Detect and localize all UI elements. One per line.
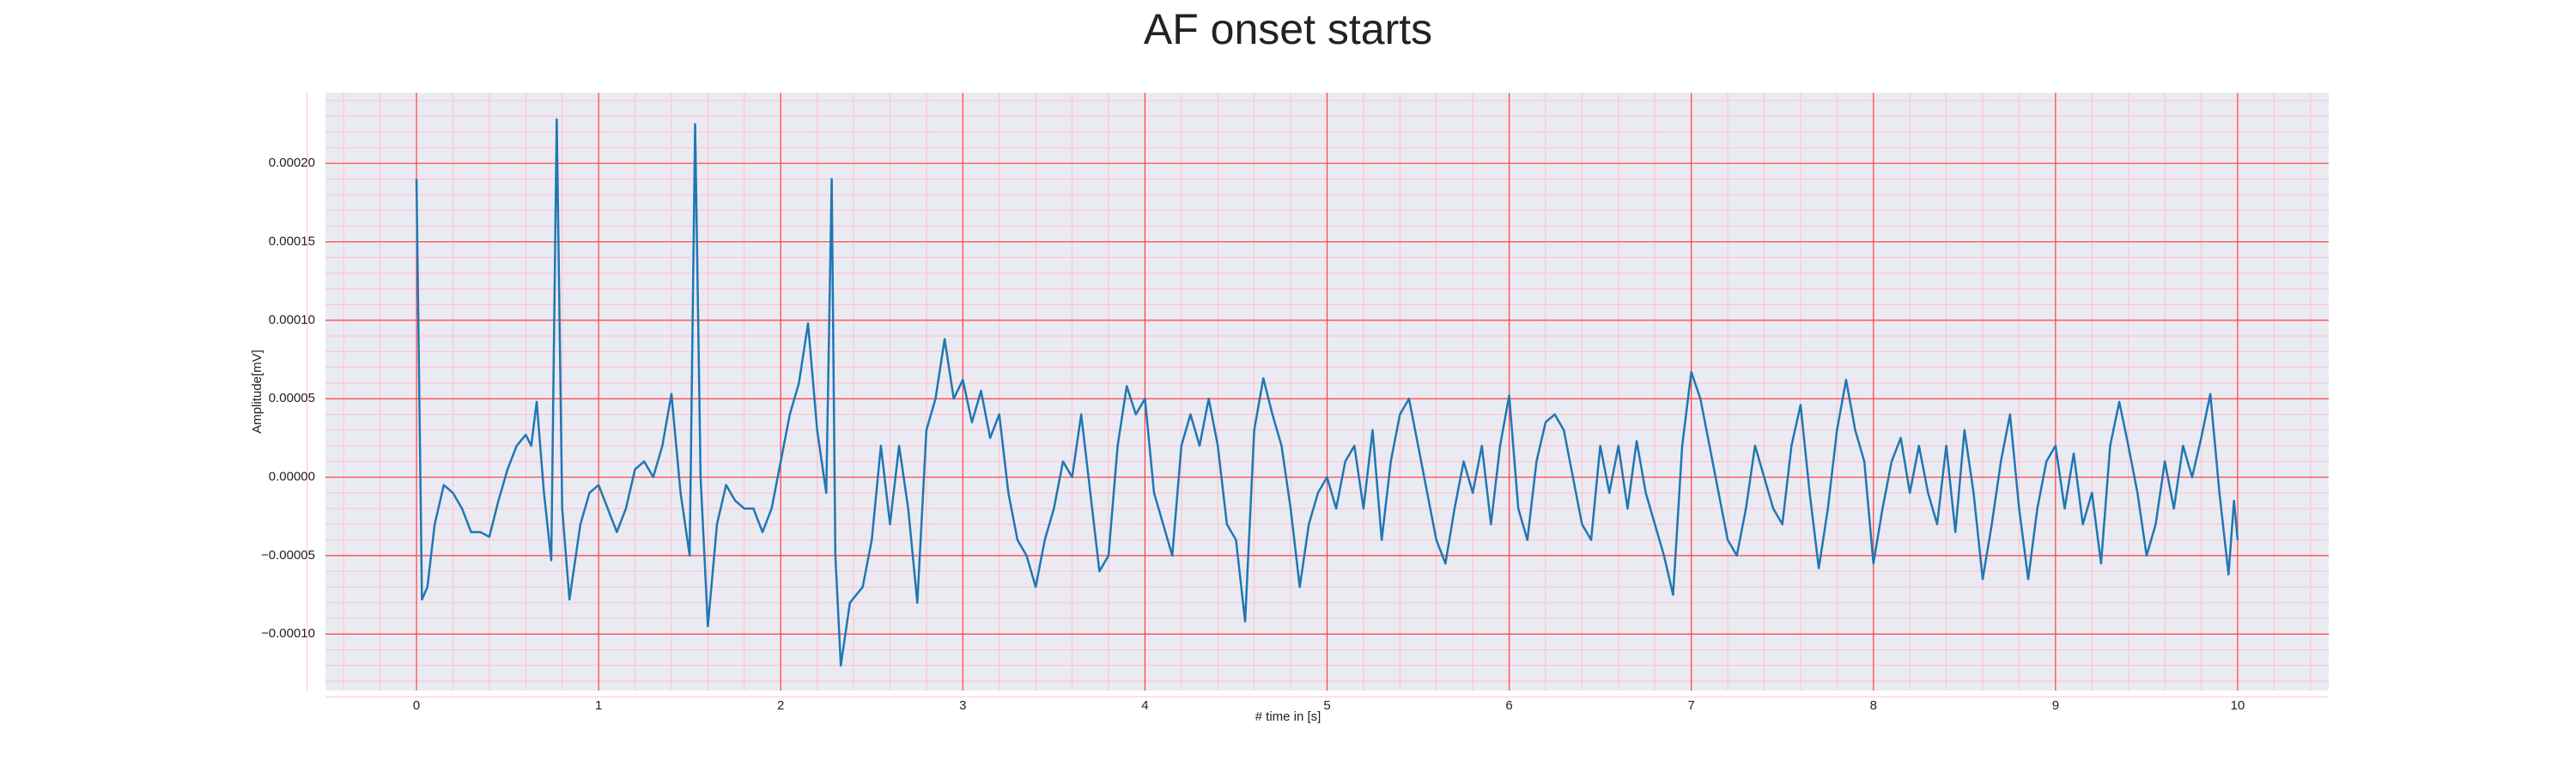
y-tick-label: −0.00010: [261, 626, 315, 641]
y-tick-label: 0.00000: [269, 470, 315, 484]
x-tick-label: 4: [1141, 698, 1148, 713]
y-tick-label: 0.00005: [269, 391, 315, 405]
x-tick-label: 3: [959, 698, 966, 713]
grid: [307, 93, 2329, 697]
y-axis-label: Amplitude[mV]: [250, 350, 264, 434]
y-tick-label: −0.00005: [261, 548, 315, 563]
y-tick-label: 0.00015: [269, 234, 315, 249]
x-tick-label: 2: [777, 698, 784, 713]
x-tick-label: 1: [595, 698, 602, 713]
y-tick-label: 0.00020: [269, 155, 315, 170]
x-tick-label: 10: [2231, 698, 2245, 713]
x-tick-label: 7: [1688, 698, 1695, 713]
x-tick-label: 8: [1870, 698, 1877, 713]
x-tick-label: 5: [1323, 698, 1330, 713]
x-tick-label: 0: [413, 698, 420, 713]
x-tick-label: 6: [1505, 698, 1512, 713]
chart-title: AF onset starts: [1144, 5, 1432, 53]
y-tick-label: 0.00010: [269, 313, 315, 327]
x-tick-label: 9: [2052, 698, 2059, 713]
ecg-line: [415, 118, 2239, 667]
x-axis-label: # time in [s]: [1255, 709, 1321, 724]
